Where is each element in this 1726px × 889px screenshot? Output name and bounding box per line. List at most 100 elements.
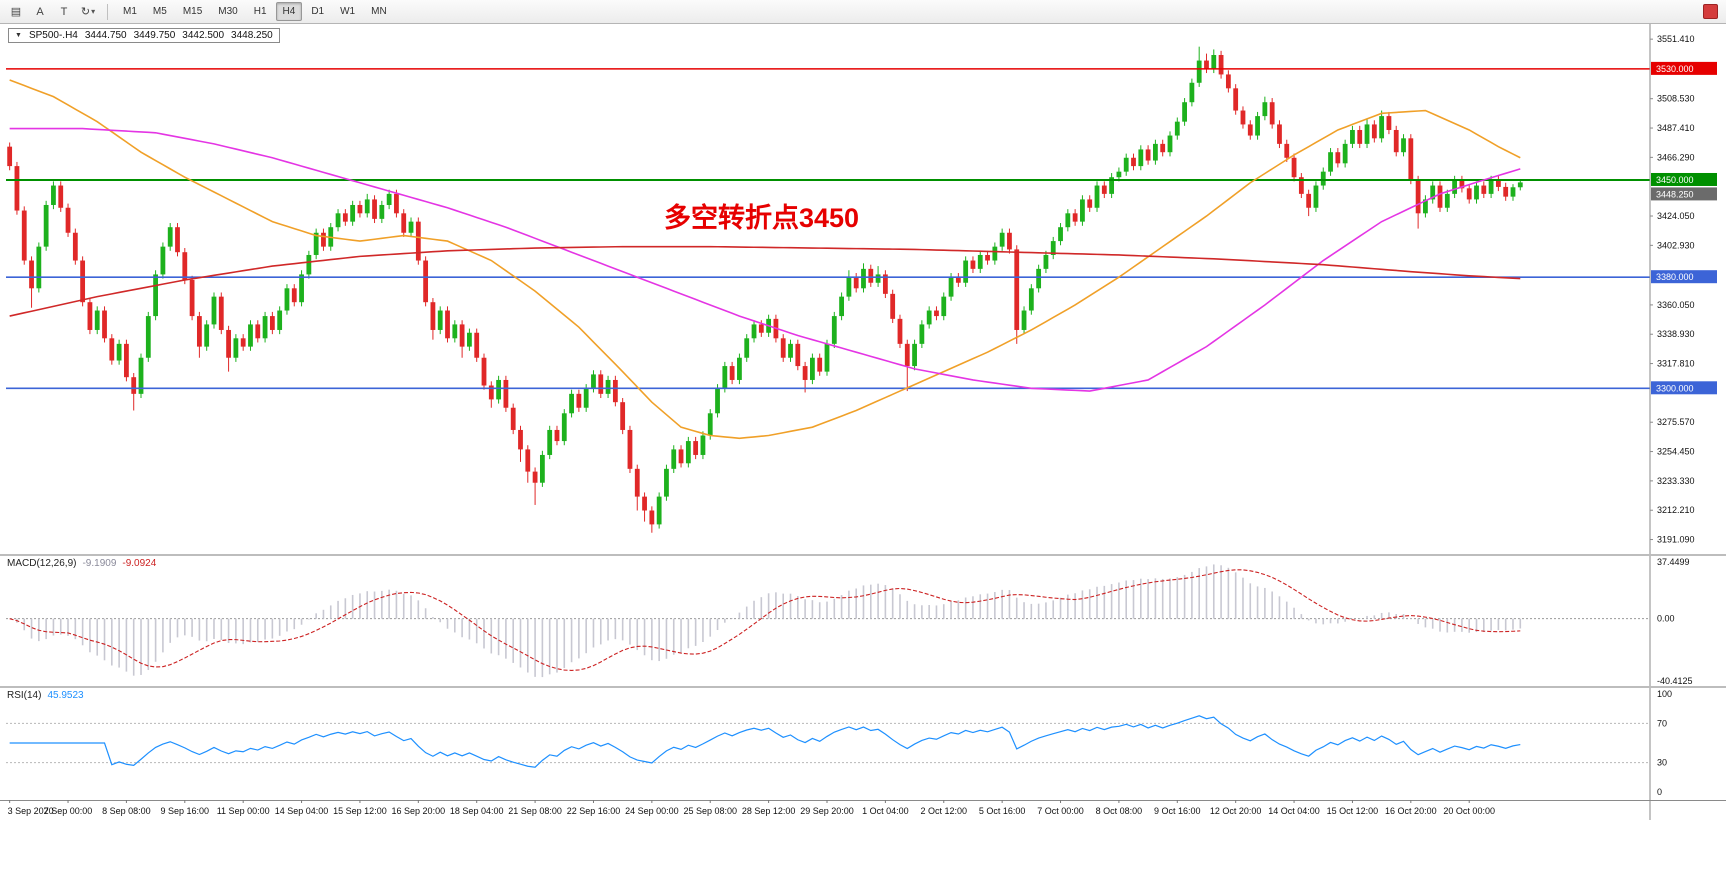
svg-text:8 Oct 08:00: 8 Oct 08:00 [1096,806,1143,816]
svg-text:22 Sep 16:00: 22 Sep 16:00 [567,806,621,816]
svg-text:3191.090: 3191.090 [1657,535,1695,545]
svg-text:3380.000: 3380.000 [1656,272,1694,282]
chart-list-icon[interactable]: ▤ [10,6,22,18]
toolbar-tools: ▤ A T ↻ ▾ [4,2,100,22]
svg-text:3450.000: 3450.000 [1656,175,1694,185]
svg-text:21 Sep 08:00: 21 Sep 08:00 [508,806,562,816]
svg-text:3275.570: 3275.570 [1657,417,1695,427]
quote-close: 3448.250 [231,30,273,41]
svg-text:3300.000: 3300.000 [1656,383,1694,393]
panel-splitter-macd[interactable] [0,554,1726,556]
chart-annotation[interactable]: 多空转折点3450 [664,203,860,233]
main-chart-panel: 3551.410 3508.530 3487.410 3466.290 3424.050… [0,24,1726,554]
timeframe-M1[interactable]: M1 [123,6,137,17]
svg-text:3530.000: 3530.000 [1656,64,1694,74]
svg-text:3317.810: 3317.810 [1657,359,1695,369]
cycle-symbols-icon[interactable]: ↻ ▾ [80,6,96,18]
svg-text:25 Sep 08:00: 25 Sep 08:00 [683,806,737,816]
svg-text:20 Oct 00:00: 20 Oct 00:00 [1443,806,1495,816]
macd-label: MACD(12,26,9) -9.1909 -9.0924 [7,558,156,569]
quote-low: 3442.500 [182,30,225,41]
svg-text:15 Sep 12:00: 15 Sep 12:00 [333,806,387,816]
toolbar: ▤ A T ↻ ▾ M1 M5 M15 M30 H1 H4 D1 W1 MN [0,0,1726,24]
rsi-label: RSI(14) 45.9523 [7,690,84,701]
collapse-chart-icon[interactable]: ▼ [15,32,22,39]
macd-panel: 37.4499 0.00 -40.4125 MACD(12,26,9) -9.190… [0,556,1726,686]
macd-canvas[interactable]: 37.4499 0.00 -40.4125 [0,556,1726,686]
text-tool-icon[interactable]: T [60,5,68,18]
toolbar-separator [107,3,108,20]
bottom-filler [0,820,1726,889]
svg-text:16 Sep 20:00: 16 Sep 20:00 [392,806,446,816]
svg-text:3448.250: 3448.250 [1656,189,1694,199]
svg-text:3466.290: 3466.290 [1657,152,1695,162]
svg-text:11 Sep 00:00: 11 Sep 00:00 [217,806,270,816]
svg-text:0.00: 0.00 [1657,614,1675,624]
svg-text:9 Oct 16:00: 9 Oct 16:00 [1154,806,1201,816]
timeframe-M30[interactable]: M30 [218,6,238,17]
svg-text:5 Oct 16:00: 5 Oct 16:00 [979,806,1026,816]
orange-ma-line[interactable] [9,79,1521,440]
red-square-icon[interactable] [1703,4,1718,19]
quote-open: 3444.750 [84,30,127,41]
svg-text:14 Sep 04:00: 14 Sep 04:00 [275,806,329,816]
svg-text:3424.050: 3424.050 [1657,211,1695,221]
svg-text:12 Oct 20:00: 12 Oct 20:00 [1210,806,1262,816]
svg-text:3212.210: 3212.210 [1657,505,1695,515]
magenta-ma-line[interactable] [9,127,1521,392]
svg-text:3360.050: 3360.050 [1657,300,1695,310]
svg-text:9 Sep 16:00: 9 Sep 16:00 [161,806,210,816]
rsi-canvas[interactable]: 100 70 30 0 [0,688,1726,800]
svg-text:15 Oct 12:00: 15 Oct 12:00 [1327,806,1379,816]
svg-text:-40.4125: -40.4125 [1657,676,1693,686]
time-axis[interactable]: 3 Sep 2020 7 Sep 00:00 8 Sep 08:00 9 Sep 16… [0,800,1726,820]
quote-symbol: SP500-.H4 [28,30,78,41]
timeframe-W1[interactable]: W1 [340,6,356,17]
svg-text:24 Sep 00:00: 24 Sep 00:00 [625,806,679,816]
svg-text:29 Sep 20:00: 29 Sep 20:00 [800,806,854,816]
svg-text:7 Oct 00:00: 7 Oct 00:00 [1037,806,1084,816]
timeframe-D1[interactable]: D1 [311,6,325,17]
svg-text:30: 30 [1657,758,1667,768]
svg-text:3551.410: 3551.410 [1657,34,1695,44]
macd-main-value: -9.1909 [82,558,117,569]
quote-header: ▼ SP500-.H4 3444.750 3449.750 3442.500 3… [8,28,280,43]
timeframe-H4[interactable]: H4 [275,2,303,21]
timeframe-MN[interactable]: MN [371,6,387,17]
svg-text:28 Sep 12:00: 28 Sep 12:00 [742,806,796,816]
timeframe-toolbar: M1 M5 M15 M30 H1 H4 D1 W1 MN [115,2,395,21]
macd-name: MACD(12,26,9) [7,558,77,569]
svg-text:3487.410: 3487.410 [1657,123,1695,133]
rsi-line [9,715,1521,768]
red-ma-line[interactable] [9,245,1521,317]
macd-signal-value: -9.0924 [122,558,157,569]
rsi-value: 45.9523 [47,690,84,701]
svg-text:0: 0 [1657,787,1662,797]
svg-text:2 Oct 12:00: 2 Oct 12:00 [920,806,967,816]
svg-text:37.4499: 37.4499 [1657,557,1690,567]
chevron-down-icon: ▾ [91,7,96,16]
svg-text:16 Oct 20:00: 16 Oct 20:00 [1385,806,1437,816]
timeframe-M15[interactable]: M15 [182,6,203,17]
svg-text:1 Oct 04:00: 1 Oct 04:00 [862,806,909,816]
svg-text:3254.450: 3254.450 [1657,447,1695,457]
timeframe-M5[interactable]: M5 [152,6,167,17]
svg-text:3338.930: 3338.930 [1657,329,1695,339]
svg-text:8 Sep 08:00: 8 Sep 08:00 [102,806,151,816]
svg-text:3508.530: 3508.530 [1657,94,1695,104]
macd-signal-line [9,569,1521,672]
panel-splitter-rsi[interactable] [0,686,1726,688]
quote-high: 3449.750 [133,30,176,41]
price-chart-canvas[interactable]: 3551.410 3508.530 3487.410 3466.290 3424.050… [0,24,1726,554]
svg-text:3233.330: 3233.330 [1657,476,1695,486]
timeframe-H1[interactable]: H1 [253,6,267,17]
svg-text:70: 70 [1657,718,1667,728]
svg-text:18 Sep 04:00: 18 Sep 04:00 [450,806,504,816]
annotate-letter-icon[interactable]: A [36,5,44,18]
rsi-name: RSI(14) [7,690,42,701]
svg-text:14 Oct 04:00: 14 Oct 04:00 [1268,806,1320,816]
svg-text:3 Sep 2020: 3 Sep 2020 [8,806,54,816]
svg-text:3402.930: 3402.930 [1657,240,1695,250]
